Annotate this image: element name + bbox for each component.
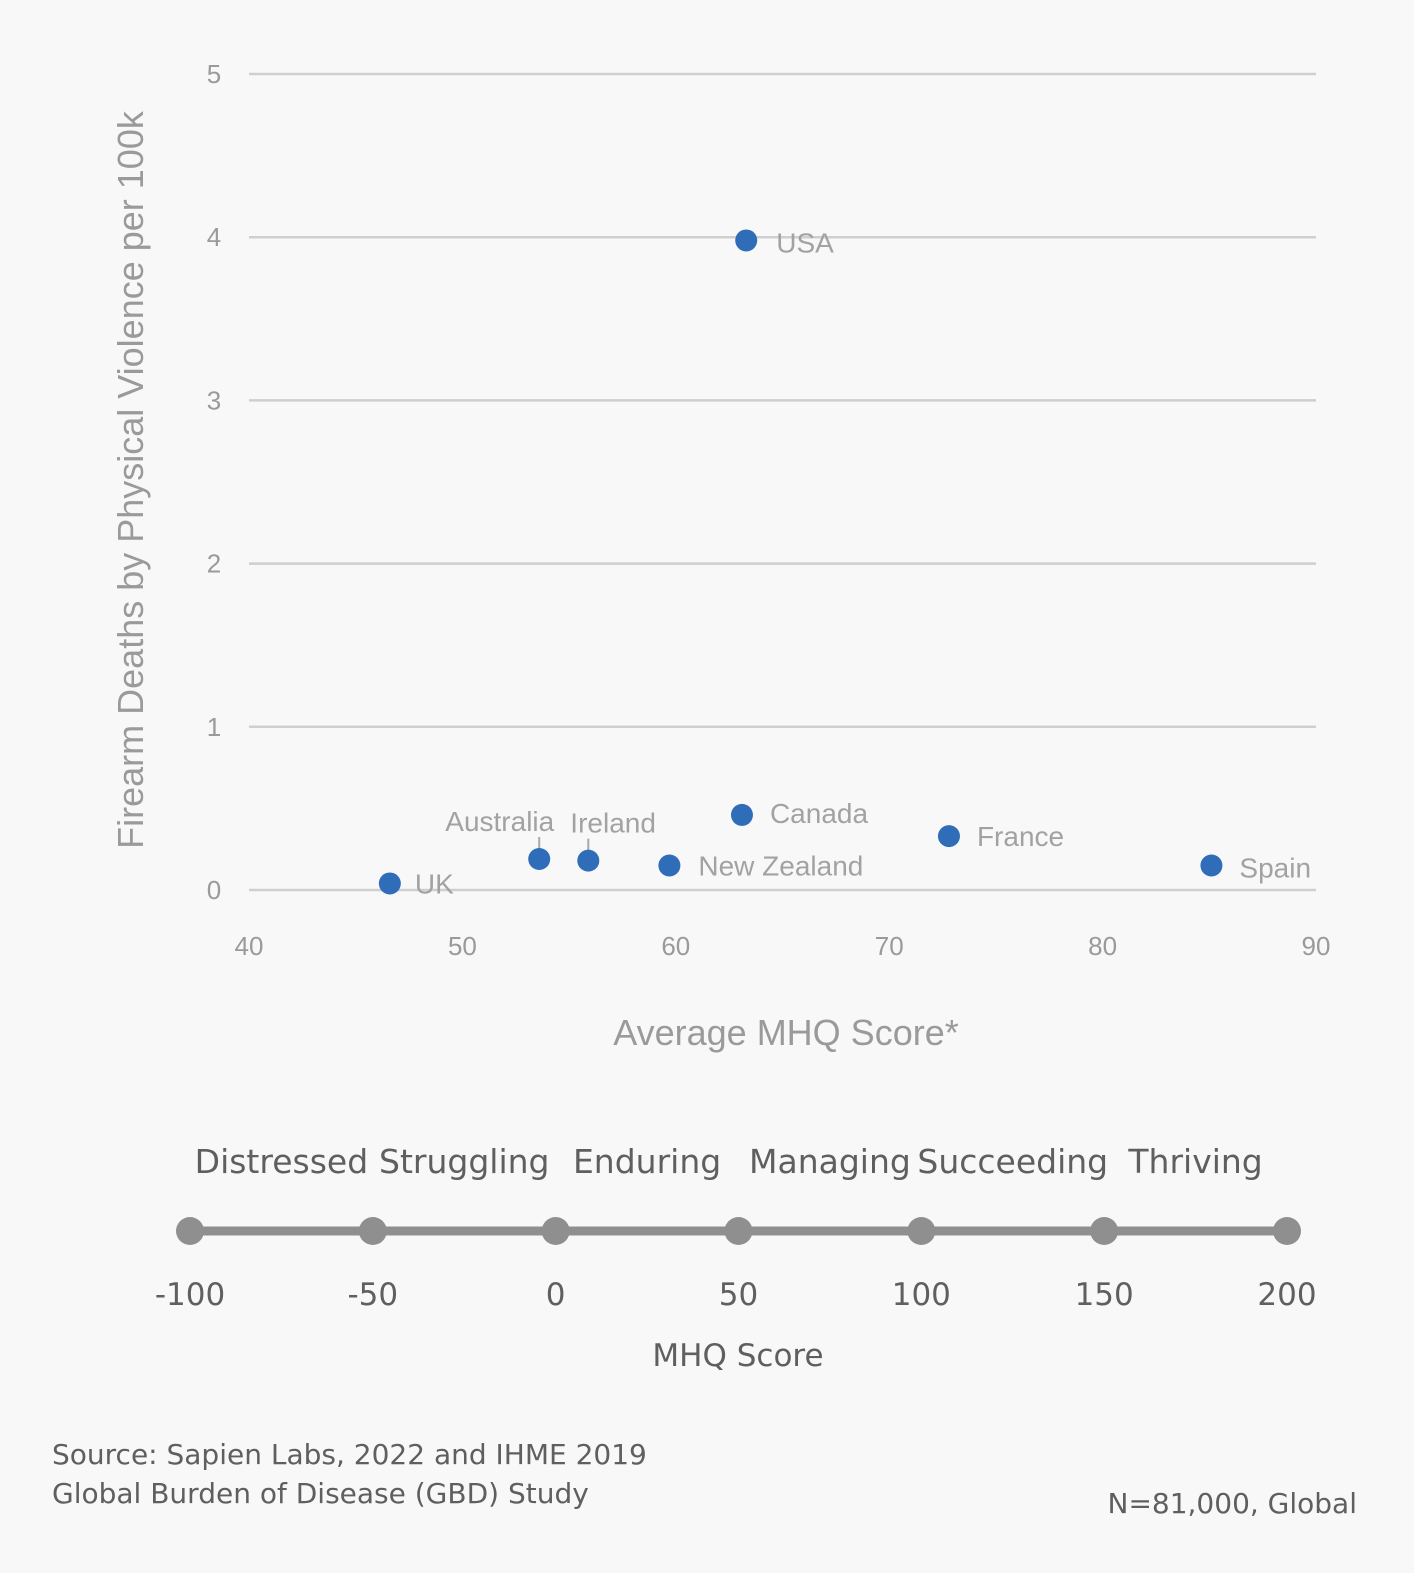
y-tick-label: 0 [207, 875, 221, 905]
x-tick-label: 50 [448, 931, 477, 961]
scale-category-managing: Managing [749, 1142, 911, 1181]
scale-tick-label: -50 [348, 1277, 399, 1313]
y-tick-label: 3 [207, 385, 221, 415]
sample-note: N=81,000, Global [1108, 1487, 1358, 1520]
x-tick-label: 60 [661, 931, 690, 961]
point-france [937, 825, 960, 848]
scale-dot [176, 1217, 204, 1245]
point-canada [730, 803, 753, 826]
point-usa [735, 229, 758, 252]
point-spain [1200, 854, 1223, 877]
point-label-ireland: Ireland [570, 808, 656, 839]
scale-dot [907, 1217, 936, 1245]
point-label-usa: USA [776, 227, 834, 258]
scale-category-struggling: Struggling [379, 1142, 549, 1181]
point-label-new-zealand: New Zealand [698, 851, 863, 882]
data-points: UK Australia Ireland New Zealand Canada USA Fr… [378, 227, 1311, 899]
source-line-2: Global Burden of Disease (GBD) Study [52, 1477, 589, 1510]
source-line-1: Source: Sapien Labs, 2022 and IHME 2019 [52, 1438, 647, 1471]
x-axis-ticks: 40 50 60 70 80 90 [235, 931, 1331, 961]
x-tick-label: 80 [1088, 931, 1117, 961]
scale-dot [541, 1217, 570, 1245]
scale-tick-label: 50 [719, 1277, 758, 1313]
point-new-zealand [658, 854, 681, 877]
mhq-scale: Distressed Struggling Enduring Managing Succ… [155, 1142, 1317, 1374]
x-tick-label: 90 [1302, 931, 1331, 961]
scale-category-enduring: Enduring [573, 1142, 721, 1181]
scale-dot [1090, 1217, 1119, 1245]
point-label-australia: Australia [445, 806, 554, 837]
scale-tick-label: -100 [155, 1277, 225, 1313]
y-tick-label: 1 [207, 712, 221, 742]
point-label-canada: Canada [770, 798, 869, 829]
scale-category-thriving: Thriving [1127, 1142, 1262, 1181]
point-uk [378, 872, 401, 895]
point-label-uk: UK [415, 868, 454, 899]
scale-category-distressed: Distressed [195, 1142, 369, 1181]
y-tick-label: 2 [207, 549, 221, 579]
scale-dot [724, 1217, 753, 1245]
x-axis-title: Average MHQ Score* [613, 1012, 958, 1053]
scale-title: MHQ Score [652, 1338, 823, 1374]
scale-category-succeeding: Succeeding [917, 1142, 1108, 1181]
y-tick-label: 4 [207, 222, 221, 252]
footer: Source: Sapien Labs, 2022 and IHME 2019 … [52, 1438, 1357, 1520]
x-tick-label: 40 [235, 931, 264, 961]
chart-grid [249, 72, 1316, 892]
scale-dot [1273, 1217, 1301, 1245]
x-tick-label: 70 [875, 931, 904, 961]
y-tick-label: 5 [207, 59, 221, 89]
y-axis-ticks: 0 1 2 3 4 5 [207, 59, 221, 905]
scale-tick-label: 150 [1075, 1277, 1134, 1313]
scale-dot [358, 1217, 387, 1245]
scale-categories: Distressed Struggling Enduring Managing Succ… [195, 1142, 1263, 1181]
point-label-spain: Spain [1239, 853, 1311, 884]
point-label-france: France [977, 821, 1064, 852]
y-axis-title: Firearm Deaths by Physical Violence per … [110, 110, 151, 849]
scale-tick-label: 200 [1257, 1277, 1316, 1313]
point-australia [528, 847, 551, 870]
point-ireland [577, 849, 600, 872]
scale-dots [176, 1217, 1301, 1245]
scale-tick-label: 100 [892, 1277, 951, 1313]
scale-tick-label: 0 [546, 1277, 566, 1313]
scale-ticks: -100 -50 0 50 100 150 200 [155, 1277, 1317, 1313]
